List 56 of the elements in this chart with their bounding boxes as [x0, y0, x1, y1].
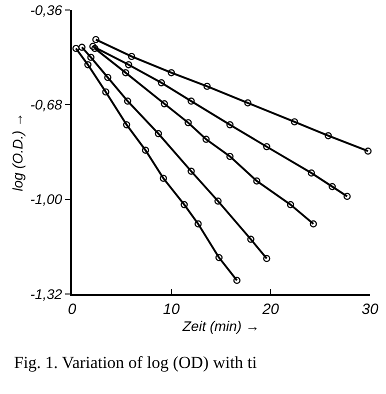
point: [125, 61, 132, 68]
x-axis-title: Zeit (min) →: [182, 318, 260, 334]
point: [160, 100, 168, 108]
point: [310, 220, 317, 228]
caption: Fig. 1. Variation of log (OD) with ti: [14, 353, 258, 372]
point: [89, 42, 96, 50]
point: [91, 44, 98, 52]
point: [344, 192, 351, 200]
point: [244, 99, 252, 106]
x-tick-label: 20: [261, 301, 280, 318]
point: [184, 119, 192, 126]
x-tick-label: 10: [162, 301, 180, 318]
point: [188, 168, 195, 175]
y-tick-label: -0,68: [30, 96, 62, 113]
point: [263, 143, 270, 150]
point: [180, 201, 188, 208]
point: [84, 61, 92, 68]
point: [202, 136, 210, 143]
point: [142, 146, 150, 154]
point: [154, 130, 162, 138]
point: [263, 254, 270, 262]
point: [124, 98, 132, 105]
y-axis-title: log (O.D.) →: [9, 112, 26, 192]
point: [324, 132, 332, 140]
point: [72, 44, 80, 52]
point: [226, 121, 234, 128]
point: [226, 152, 234, 160]
point: [233, 276, 240, 284]
point: [102, 88, 110, 96]
point: [286, 201, 294, 208]
point: [78, 44, 86, 51]
point: [123, 121, 130, 128]
point: [290, 118, 298, 126]
point: [194, 220, 202, 228]
point: [104, 74, 112, 82]
x-tick-label: 30: [362, 301, 379, 318]
y-tick-label: -0,36: [30, 2, 62, 18]
point: [308, 169, 315, 177]
point: [188, 98, 195, 105]
point: [215, 254, 223, 262]
point: [214, 198, 222, 205]
point: [158, 79, 165, 86]
y-tick-label: -1,00: [30, 191, 62, 208]
point: [253, 177, 260, 185]
point: [122, 69, 130, 76]
point: [128, 52, 136, 60]
y-tick-label: -1,32: [30, 286, 62, 302]
point: [160, 174, 167, 182]
point: [92, 36, 100, 44]
x-tick-label: 0: [68, 301, 77, 318]
point: [364, 148, 372, 155]
point: [203, 82, 211, 90]
point: [87, 54, 94, 61]
point: [328, 183, 336, 190]
point: [168, 69, 175, 76]
point: [247, 236, 254, 243]
